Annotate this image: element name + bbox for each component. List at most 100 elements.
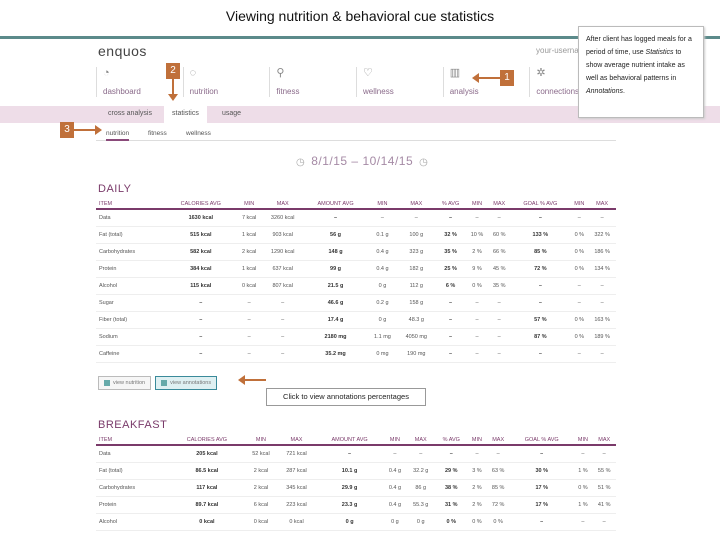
table-cell: 1 kcal	[236, 226, 262, 244]
table-cell: 10.1 g	[315, 462, 384, 480]
table-cell: 31 %	[435, 496, 468, 514]
tab-fitness[interactable]: fitness	[148, 130, 167, 137]
table-row: Data 1630 kcal 7 kcal 3260 kcal – – – – – – – – –	[96, 209, 616, 227]
column-header: % AVG	[435, 435, 468, 446]
app-logo[interactable]: enquos	[98, 43, 147, 59]
nav-item-analysis[interactable]: ▥ analysis	[442, 67, 530, 97]
view-buttons: view nutrition view annotations	[98, 376, 218, 390]
tab-wellness[interactable]: wellness	[186, 130, 211, 137]
column-header: MAX	[588, 199, 616, 210]
table-cell: 30 %	[509, 462, 574, 480]
table-cell: –	[467, 445, 487, 463]
nav-item-connections[interactable]: ✲ connections	[529, 67, 616, 97]
nav-item-dashboard[interactable]: ◔ dashboard	[96, 67, 183, 97]
table-cell: –	[465, 345, 489, 363]
table-cell: 2 kcal	[244, 479, 278, 497]
table-cell: 32 %	[435, 226, 466, 244]
table-cell: 85 %	[510, 243, 571, 261]
table-row: Protein 384 kcal 1 kcal 637 kcal 99 g 0.4 g 18…	[96, 260, 616, 278]
table-cell: 2 %	[465, 243, 489, 261]
table-cell: 903 kcal	[261, 226, 304, 244]
table-cell: –	[303, 209, 368, 227]
nav-item-nutrition[interactable]: ◌ nutrition	[182, 67, 270, 97]
table-cell: 2 %	[467, 479, 487, 497]
subnav-statistics[interactable]: statistics	[164, 106, 207, 123]
table-cell: –	[588, 345, 616, 363]
table-cell: Sodium	[96, 328, 166, 346]
table-cell: 85 %	[486, 479, 510, 497]
table-cell: 2 kcal	[236, 243, 262, 261]
subnav-cross-analysis[interactable]: cross analysis	[108, 110, 152, 117]
note-annotations: Annotations	[586, 88, 623, 95]
chart-icon: ▥	[449, 67, 461, 79]
table-cell: 51 %	[592, 479, 616, 497]
table-cell: –	[367, 209, 398, 227]
daily-title: DAILY	[98, 183, 132, 195]
table-cell: –	[510, 345, 571, 363]
breakfast-table: ITEM CALORIES AVG MIN MAX AMOUNT AVG MIN MAX% …	[96, 435, 616, 531]
daily-table: ITEM CALORIES AVG MIN MAX AMOUNT AVG MIN MAX% …	[96, 199, 616, 363]
table-cell: –	[488, 311, 511, 329]
table-cell: 0.4 g	[383, 462, 407, 480]
table-cell: 0.2 g	[367, 294, 398, 312]
column-header: AMOUNT AVG	[303, 199, 368, 210]
table-cell: –	[573, 513, 593, 531]
table-cell: 72 %	[510, 260, 571, 278]
tab-nutrition[interactable]: nutrition	[106, 130, 130, 141]
column-header: MAX	[592, 435, 616, 446]
subnav-usage[interactable]: usage	[222, 110, 242, 117]
table-cell: Carbohydrates	[96, 243, 166, 261]
table-row: Carbohydrates 582 kcal 2 kcal 1290 kcal 148 …	[96, 243, 616, 261]
table-cell: 86 g	[406, 479, 436, 497]
table-cell: 0.4 g	[367, 243, 398, 261]
table-cell: 323 g	[397, 243, 436, 261]
table-cell: –	[165, 345, 237, 363]
table-cell: –	[465, 311, 489, 329]
table-cell: –	[397, 209, 436, 227]
table-cell: Carbohydrates	[96, 479, 170, 497]
view-nutrition-button[interactable]: view nutrition	[98, 376, 152, 390]
table-cell: 48.3 g	[397, 311, 436, 329]
table-cell: 0 kcal	[169, 513, 245, 531]
column-header: % AVG	[435, 199, 466, 210]
next-range-icon[interactable]: ◷	[419, 157, 429, 168]
table-cell: Protein	[96, 260, 166, 278]
instruction-note: After client has logged meals for a peri…	[578, 26, 704, 118]
table-cell: 21.5 g	[303, 277, 368, 295]
view-annotations-button[interactable]: view annotations	[155, 376, 218, 390]
table-cell: 55.3 g	[406, 496, 436, 514]
table-row: Protein 89.7 kcal 6 kcal 223 kcal 23.3 g 0.4 …	[96, 496, 616, 514]
table-cell: 721 kcal	[277, 445, 316, 463]
table-cell: –	[435, 294, 466, 312]
annotations-callout: Click to view annotations percentages	[266, 388, 426, 406]
table-row: Sugar – – –46.6 g 0.2 g 158 g – – – – – –	[96, 294, 616, 312]
table-cell: –	[588, 209, 616, 227]
table-cell: 0 %	[570, 226, 589, 244]
table-cell: 158 g	[397, 294, 436, 312]
table-row: Fat (total) 86.5 kcal 2 kcal 287 kcal 10.1 g…	[96, 462, 616, 480]
table-cell: Caffeine	[96, 345, 166, 363]
nav-item-fitness[interactable]: ⚲ fitness	[269, 67, 356, 97]
table-cell: –	[315, 445, 384, 463]
user-menu[interactable]: your-username ▾	[536, 46, 597, 55]
table-cell: 1630 kcal	[165, 209, 237, 227]
table-cell: –	[261, 311, 304, 329]
table-icon	[161, 380, 168, 386]
table-cell: 0 g	[367, 311, 398, 329]
prev-range-icon[interactable]: ◷	[296, 157, 306, 168]
table-row: Carbohydrates 117 kcal 2 kcal 345 kcal 29.9 …	[96, 479, 616, 497]
table-cell: –	[509, 513, 574, 531]
nav-item-wellness[interactable]: ♡ wellness	[356, 67, 443, 97]
table-row: Data 205 kcal 52 kcal 721 kcal – – – – – – – – –	[96, 445, 616, 463]
table-cell: 515 kcal	[165, 226, 237, 244]
table-cell: 182 g	[397, 260, 436, 278]
table-cell: 0.4 g	[383, 496, 407, 514]
column-header: ITEM	[96, 199, 166, 210]
column-header: MIN	[244, 435, 278, 446]
table-cell: –	[488, 209, 511, 227]
column-header: MIN	[573, 435, 593, 446]
table-cell: 29 %	[435, 462, 468, 480]
table-cell: 0.1 g	[367, 226, 398, 244]
